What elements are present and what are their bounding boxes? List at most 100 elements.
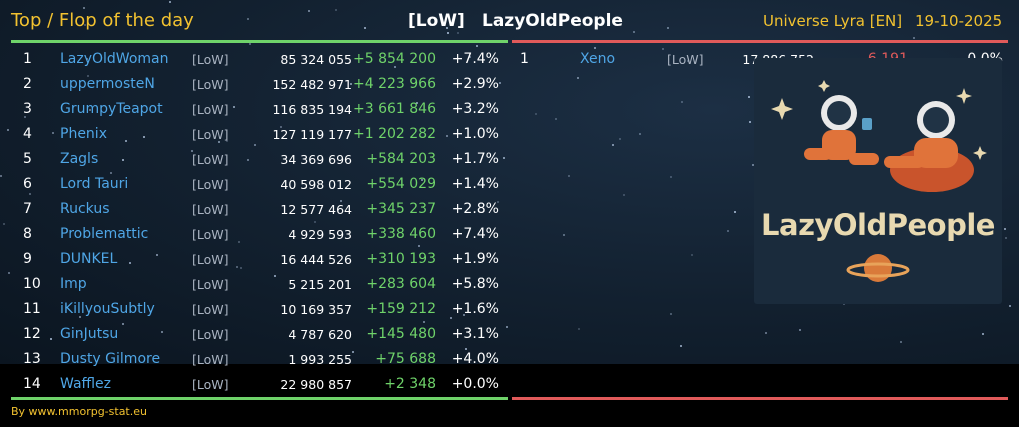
- top-table-row: 2 uppermosteN [LoW] 152 482 971 +4 223 966 +2…: [0, 72, 510, 97]
- player-name-link[interactable]: DUNKEL: [60, 251, 118, 267]
- star-dot: [89, 109, 91, 111]
- star-dot: [577, 77, 579, 79]
- percent-cell: +7.4%: [451, 51, 499, 67]
- top-table-row: 10 Imp [LoW] 5 215 201 +283 604 +5.8%: [0, 272, 510, 297]
- rank-cell: 2: [23, 76, 32, 92]
- star-dot: [450, 317, 452, 319]
- top-table-row: 5 Zagls [LoW] 34 369 696 +584 203 +1.7%: [0, 147, 510, 172]
- star-dot: [7, 129, 9, 131]
- points-cell: 4 787 620: [288, 327, 352, 342]
- logo-text: LazyOldPeople: [761, 208, 995, 242]
- star-dot: [86, 58, 88, 60]
- player-name-link[interactable]: Imp: [60, 276, 87, 292]
- star-dot: [50, 338, 52, 340]
- player-name-link[interactable]: Dusty Gilmore: [60, 351, 161, 367]
- percent-cell: +0.0%: [451, 376, 499, 392]
- star-dot: [122, 159, 124, 161]
- star-dot: [314, 221, 316, 223]
- player-name-link[interactable]: GrumpyTeapot: [60, 101, 163, 117]
- alliance-tag-cell: [LoW]: [192, 302, 229, 317]
- rank-cell: 1: [520, 51, 529, 67]
- gain-cell: +345 237: [366, 201, 436, 217]
- top-table-top-line: [11, 40, 508, 43]
- percent-cell: +1.6%: [451, 301, 499, 317]
- player-name-link[interactable]: Wafflez: [60, 376, 112, 392]
- star-dot: [249, 43, 251, 45]
- star-dot: [497, 201, 499, 203]
- player-name-link[interactable]: uppermosteN: [60, 76, 155, 92]
- alliance-tag-cell: [LoW]: [192, 52, 229, 67]
- star-dot: [233, 106, 235, 108]
- star-dot: [143, 136, 145, 138]
- points-cell: 5 215 201: [288, 277, 352, 292]
- percent-cell: +4.0%: [451, 351, 499, 367]
- star-dot: [161, 331, 163, 333]
- rank-cell: 6: [23, 176, 32, 192]
- footer-credit: By www.mmorpg-stat.eu: [11, 405, 147, 418]
- player-name-link[interactable]: Zagls: [60, 151, 99, 167]
- star-dot: [446, 27, 448, 29]
- star-dot: [238, 241, 240, 243]
- top-table-row: 11 iKillyouSubtly [LoW] 10 169 357 +159 212 +…: [0, 297, 510, 322]
- points-cell: 1 993 255: [288, 352, 352, 367]
- star-dot: [421, 179, 423, 181]
- star-dot: [350, 83, 352, 85]
- star-dot: [335, 9, 337, 11]
- star-dot: [340, 200, 342, 202]
- top-table-row: 1 LazyOldWoman [LoW] 85 324 055 +5 854 200 +7…: [0, 47, 510, 72]
- gain-cell: +75 688: [375, 351, 436, 367]
- star-dot: [457, 158, 459, 160]
- points-cell: 40 598 012: [280, 177, 352, 192]
- player-name-link[interactable]: Xeno: [580, 51, 616, 67]
- star-dot: [749, 121, 751, 123]
- alliance-tag-cell: [LoW]: [192, 352, 229, 367]
- player-name-link[interactable]: LazyOldWoman: [60, 51, 169, 67]
- alliance-tag-cell: [LoW]: [192, 127, 229, 142]
- alliance-tag-cell: [LoW]: [192, 202, 229, 217]
- star-dot: [843, 303, 845, 305]
- top-table-bottom-line: [11, 397, 508, 400]
- player-name-link[interactable]: Phenix: [60, 126, 107, 142]
- star-dot: [52, 132, 54, 134]
- player-name-link[interactable]: iKillyouSubtly: [60, 301, 155, 317]
- bottom-band: [0, 364, 1019, 427]
- star-dot: [501, 18, 503, 20]
- star-dot: [1004, 228, 1006, 230]
- star-dot: [578, 328, 580, 330]
- percent-cell: +5.8%: [451, 276, 499, 292]
- star-dot: [670, 313, 672, 315]
- star-dot: [87, 75, 89, 77]
- star-dot: [247, 159, 249, 161]
- star-dot: [687, 60, 689, 62]
- alliance-tag-cell: [LoW]: [667, 52, 704, 67]
- player-name-link[interactable]: Lord Tauri: [60, 176, 129, 192]
- star-dot: [191, 150, 193, 152]
- star-dot: [670, 176, 672, 178]
- star-dot: [691, 254, 693, 256]
- star-dot: [623, 194, 625, 196]
- star-dot: [681, 101, 683, 103]
- rank-cell: 9: [23, 251, 32, 267]
- star-dot: [457, 32, 459, 34]
- universe-label: Universe Lyra [EN]: [763, 12, 903, 30]
- gain-cell: +554 029: [366, 176, 436, 192]
- star-dot: [122, 323, 124, 325]
- planet-icon: [846, 254, 910, 282]
- top-table-row: 14 Wafflez [LoW] 22 980 857 +2 348 +0.0%: [0, 372, 510, 397]
- rank-cell: 10: [23, 276, 41, 292]
- star-dot: [218, 141, 220, 143]
- top-table-row: 7 Ruckus [LoW] 12 577 464 +345 237 +2.8%: [0, 197, 510, 222]
- alliance-name: LazyOldPeople: [482, 11, 623, 31]
- star-dot: [352, 351, 354, 353]
- page-title: Top / Flop of the day: [11, 10, 194, 31]
- alliance-tag-cell: [LoW]: [192, 327, 229, 342]
- player-name-link[interactable]: Problemattic: [60, 226, 149, 242]
- percent-cell: +7.4%: [451, 226, 499, 242]
- player-name-link[interactable]: GinJutsu: [60, 326, 119, 342]
- star-dot: [418, 245, 420, 247]
- star-dot: [24, 116, 26, 118]
- gain-cell: +159 212: [366, 301, 436, 317]
- rank-cell: 13: [23, 351, 41, 367]
- player-name-link[interactable]: Ruckus: [60, 201, 110, 217]
- star-dot: [563, 234, 565, 236]
